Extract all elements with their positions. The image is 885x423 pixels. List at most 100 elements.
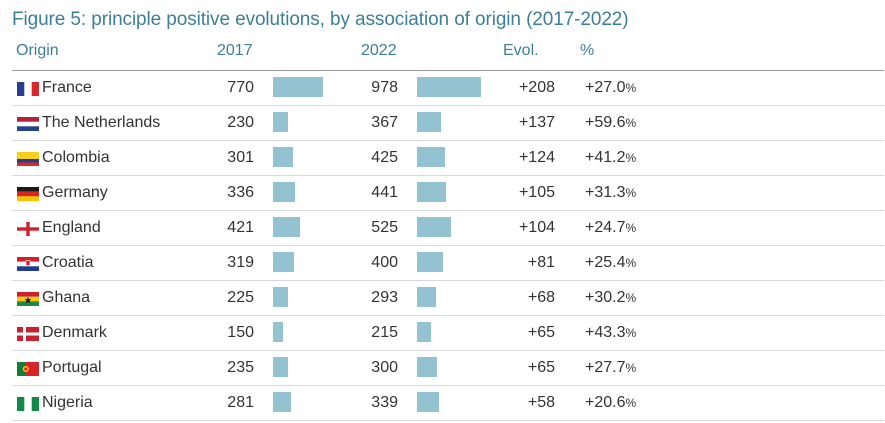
percent-value: +20.6 xyxy=(585,394,626,411)
denmark-flag-icon xyxy=(17,327,39,341)
value-2022: 300 xyxy=(371,359,398,376)
percent-value: +27.0 xyxy=(585,79,626,96)
percent-change: +27.7% xyxy=(585,359,636,377)
germany-flag-icon xyxy=(17,187,39,201)
table-row: Ghana 225 293 +68 +30.2% xyxy=(12,281,884,316)
value-2017: 225 xyxy=(227,289,254,306)
percent-change: +59.6% xyxy=(585,114,636,132)
value-2017: 230 xyxy=(227,114,254,131)
value-2017: 770 xyxy=(227,79,254,96)
bar-2017 xyxy=(273,182,295,202)
value-2017: 301 xyxy=(227,149,254,166)
value-2022: 525 xyxy=(371,219,398,236)
percent-value: +27.7 xyxy=(585,359,626,376)
bar-2017 xyxy=(273,112,288,132)
value-2022: 425 xyxy=(371,149,398,166)
evolution-value: +65 xyxy=(527,359,555,376)
england-flag-icon xyxy=(17,222,39,236)
table-row: Germany 336 441 +105 +31.3% xyxy=(12,176,884,211)
bar-2017 xyxy=(273,322,283,342)
percent-value: +25.4 xyxy=(585,254,626,271)
colombia-flag-icon xyxy=(17,152,39,166)
netherlands-flag-icon xyxy=(17,117,39,131)
value-2022: 400 xyxy=(371,254,398,271)
value-2022: 339 xyxy=(371,394,398,411)
bar-2017 xyxy=(273,357,289,377)
header-origin: Origin xyxy=(16,42,59,59)
france-flag-icon xyxy=(17,82,39,96)
origin-label: Ghana xyxy=(42,289,91,306)
evolution-value: +105 xyxy=(518,184,555,201)
value-2022: 978 xyxy=(371,79,398,96)
value-2022: 215 xyxy=(371,324,398,341)
percent-change: +41.2% xyxy=(585,149,636,167)
percent-change: +25.4% xyxy=(585,254,636,272)
value-2017: 235 xyxy=(227,359,254,376)
percent-sign: % xyxy=(625,151,637,165)
origin-label: Germany xyxy=(42,184,108,201)
percent-value: +59.6 xyxy=(585,114,626,131)
percent-change: +24.7% xyxy=(585,219,636,237)
percent-value: +24.7 xyxy=(585,219,626,236)
portugal-flag-icon xyxy=(17,362,39,376)
value-2022: 441 xyxy=(371,184,398,201)
table-row: Portugal 235 300 +65 +27.7% xyxy=(12,351,884,386)
percent-sign: % xyxy=(625,326,637,340)
evolution-value: +68 xyxy=(527,289,555,306)
bar-2022 xyxy=(417,217,452,237)
value-2022: 293 xyxy=(371,289,398,306)
nigeria-flag-icon xyxy=(17,397,39,411)
percent-value: +30.2 xyxy=(585,289,626,306)
table-row: Croatia 319 400 +81 +25.4% xyxy=(12,246,884,281)
origin-label: The Netherlands xyxy=(42,114,161,131)
table-row: France 770 978 +208 +27.0% xyxy=(12,71,884,106)
origin-label: Nigeria xyxy=(42,394,93,411)
evolution-value: +137 xyxy=(518,114,555,131)
percent-change: +30.2% xyxy=(585,289,636,307)
value-2017: 150 xyxy=(227,324,254,341)
evolution-value: +81 xyxy=(527,254,555,271)
origin-label: Portugal xyxy=(42,359,102,376)
value-2017: 421 xyxy=(227,219,254,236)
bar-2022 xyxy=(417,322,431,342)
evolution-value: +208 xyxy=(518,79,555,96)
bar-2017 xyxy=(273,147,293,167)
bar-2017 xyxy=(273,217,301,237)
croatia-flag-icon xyxy=(17,257,39,271)
bar-2022 xyxy=(417,77,481,97)
table-row: England 421 525 +104 +24.7% xyxy=(12,211,884,246)
bar-2017 xyxy=(273,392,292,412)
header-2022: 2022 xyxy=(361,42,397,59)
percent-sign: % xyxy=(625,186,637,200)
percent-sign: % xyxy=(625,116,637,130)
percent-value: +41.2 xyxy=(585,149,626,166)
chart-title: Figure 5: principle positive evolutions,… xyxy=(12,9,629,30)
origin-label: Colombia xyxy=(42,149,110,166)
percent-sign: % xyxy=(625,291,637,305)
header-percent: % xyxy=(580,42,595,59)
table-row: Colombia 301 425 +124 +41.2% xyxy=(12,141,884,176)
percent-value: +31.3 xyxy=(585,184,626,201)
value-2017: 281 xyxy=(227,394,254,411)
bar-2017 xyxy=(273,252,294,272)
percent-change: +20.6% xyxy=(585,394,636,412)
table-row: The Netherlands 230 367 +137 +59.6% xyxy=(12,106,884,141)
table-row: Nigeria 281 339 +58 +20.6% xyxy=(12,386,884,421)
percent-value: +43.3 xyxy=(585,324,626,341)
ghana-flag-icon xyxy=(17,292,39,306)
evolution-value: +124 xyxy=(518,149,555,166)
percent-change: +43.3% xyxy=(585,324,636,342)
bar-2022 xyxy=(417,182,446,202)
header-evolution: Evol. xyxy=(503,42,539,59)
percent-change: +27.0% xyxy=(585,79,636,97)
bar-2017 xyxy=(273,77,324,97)
bar-2022 xyxy=(417,392,440,412)
header-2017: 2017 xyxy=(217,42,253,59)
origin-label: Denmark xyxy=(42,324,107,341)
header-divider xyxy=(12,70,884,71)
percent-sign: % xyxy=(625,81,637,95)
percent-sign: % xyxy=(625,396,637,410)
value-2017: 336 xyxy=(227,184,254,201)
evolution-value: +104 xyxy=(518,219,555,236)
origin-label: France xyxy=(42,79,92,96)
